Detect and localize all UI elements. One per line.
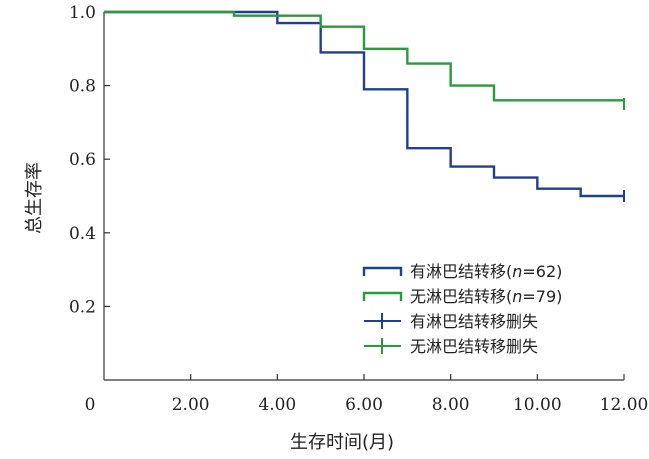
legend-label-suffix: =62): [522, 262, 562, 281]
legend-label: 无淋巴结转移(n=79): [410, 287, 562, 306]
y-tick-label: 1.0: [69, 3, 96, 23]
y-tick-label: 0.2: [69, 297, 96, 317]
x-origin-label: 0: [85, 395, 96, 415]
legend-label-text: 有淋巴结转移删失: [410, 312, 538, 331]
series-layer: [104, 10, 625, 202]
legend-label: 无淋巴结转移删失: [410, 337, 538, 356]
legend-label-italic: n: [512, 287, 522, 306]
legend-label: 有淋巴结转移删失: [410, 312, 538, 331]
legend-label-suffix: =79): [522, 287, 562, 306]
legend-label: 有淋巴结转移(n=62): [410, 262, 562, 281]
legend-label-text: 无淋巴结转移删失: [410, 337, 538, 356]
survival-curve-2: [104, 10, 624, 102]
legend-label-text: 无淋巴结转移(: [410, 287, 512, 306]
legend-entry-1: 有淋巴结转移(n=62): [362, 262, 562, 281]
legend-entry-4: 无淋巴结转移删失: [364, 337, 538, 356]
legend-line-swatch: [362, 266, 403, 276]
legend-line-swatch: [362, 291, 403, 301]
legend-entry-3: 有淋巴结转移删失: [364, 312, 538, 331]
x-tick-label: 12.00: [600, 395, 649, 415]
y-tick-label: 0.6: [69, 150, 96, 170]
x-axis-title: 生存时间(月): [290, 432, 394, 453]
legend-label-italic: n: [512, 262, 522, 281]
axes: 0.2 0.4 0.6 0.8 1.0 2.00 4.00 6.00 8.00 10.00 12.0…: [69, 3, 648, 415]
y-tick-label: 0.4: [69, 224, 96, 244]
x-tick-label: 8.00: [432, 395, 470, 415]
legend-entry-2: 无淋巴结转移(n=79): [362, 287, 562, 306]
survival-curve-1: [104, 10, 624, 198]
x-tick-label: 4.00: [258, 395, 296, 415]
x-tick-label: 6.00: [345, 395, 383, 415]
legend-label-text: 有淋巴结转移(: [410, 262, 512, 281]
x-tick-label: 2.00: [172, 395, 210, 415]
y-axis-title: 总生存率: [24, 162, 45, 234]
y-tick-label: 0.8: [69, 77, 96, 97]
x-tick-label: 10.00: [513, 395, 562, 415]
